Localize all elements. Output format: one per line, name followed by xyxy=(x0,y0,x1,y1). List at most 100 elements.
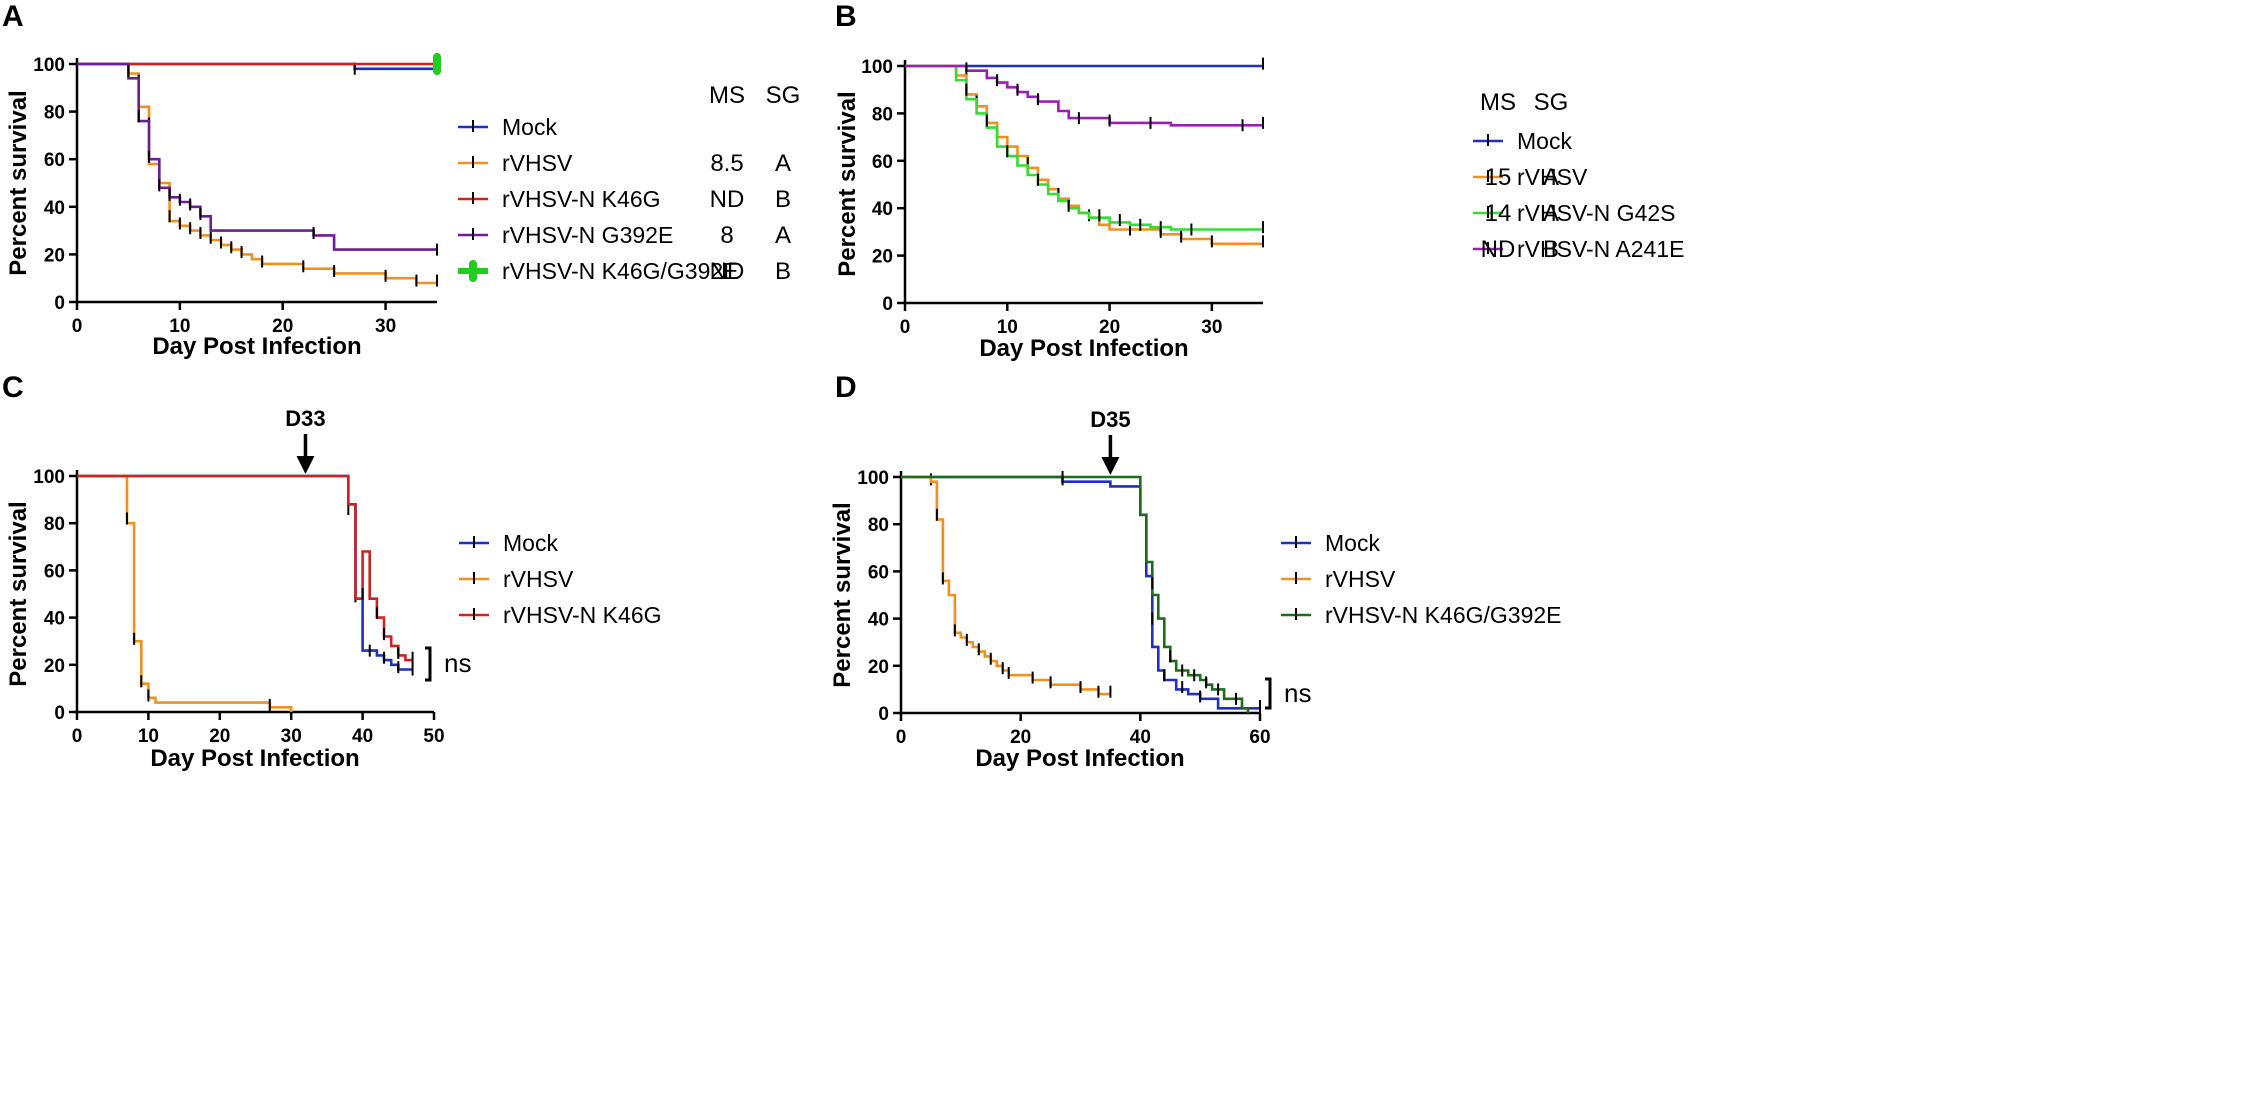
survival-curve xyxy=(77,62,437,251)
y-tick-label: 100 xyxy=(861,57,893,78)
x-tick-label: 60 xyxy=(1249,727,1270,748)
legend-label: rVHSV xyxy=(503,566,574,592)
x-tick-label: 0 xyxy=(72,316,83,337)
legend-label: rVHSV-N A241E xyxy=(1517,236,1684,262)
y-tick-label: 20 xyxy=(868,657,889,678)
legend-label: Mock xyxy=(1517,128,1572,154)
legend-label: rVHSV-N G42S xyxy=(1517,200,1676,226)
ms-value: 15 xyxy=(1485,164,1512,191)
legend-label: Mock xyxy=(503,530,558,556)
sg-value: B xyxy=(775,258,791,285)
y-tick-label: 80 xyxy=(868,515,889,536)
survival-curve xyxy=(901,475,1260,710)
legend-label: Mock xyxy=(1325,530,1380,556)
ms-value: ND xyxy=(1481,236,1516,263)
survival-curve xyxy=(77,62,437,285)
x-tick-label: 20 xyxy=(272,316,293,337)
x-axis-title: Day Post Infection xyxy=(979,335,1188,362)
y-tick-label: 0 xyxy=(882,294,893,315)
x-tick-label: 10 xyxy=(997,317,1018,338)
survival-curve xyxy=(901,475,1250,713)
x-tick-label: 30 xyxy=(375,316,396,337)
y-tick-label: 0 xyxy=(878,704,889,725)
legend-label: rVHSV-N K46G/G392E xyxy=(1325,602,1562,628)
y-tick-label: 80 xyxy=(872,104,893,125)
sg-header: SG xyxy=(1534,89,1569,116)
x-tick-label: 30 xyxy=(281,726,302,747)
ms-header: MS xyxy=(1480,89,1516,116)
x-tick-label: 0 xyxy=(72,726,83,747)
sg-value: A xyxy=(775,222,791,249)
x-tick-label: 10 xyxy=(169,316,190,337)
sg-value: A xyxy=(1543,200,1559,227)
panel-letter-b: B xyxy=(835,0,857,33)
y-axis-title: Percent survival xyxy=(5,501,32,686)
y-tick-label: 80 xyxy=(44,514,65,535)
x-tick-label: 20 xyxy=(1010,727,1031,748)
series-mock xyxy=(901,473,1261,712)
x-tick-label: 50 xyxy=(423,726,444,747)
series-mock xyxy=(905,57,1264,70)
y-tick-label: 0 xyxy=(54,293,65,314)
day-annotation-label: D33 xyxy=(285,406,325,431)
chart-panel-b: 0 20 40 60 80 100 0 10 20 30 Day Post Infection Per… xyxy=(834,57,1684,362)
y-axis-title: Percent survival xyxy=(5,90,32,275)
sg-value: A xyxy=(775,150,791,177)
sg-value: B xyxy=(775,186,791,213)
series-rvhsv xyxy=(901,475,1112,698)
legend: Mock rVHSV rVHSV-N K46G xyxy=(459,530,662,628)
annotation-arrow-head xyxy=(1101,457,1120,475)
y-axis-title: Percent survival xyxy=(834,91,861,276)
sg-value: A xyxy=(1543,164,1559,191)
survival-curve xyxy=(77,474,293,712)
y-tick-label: 40 xyxy=(44,198,65,219)
x-axis-title: Day Post Infection xyxy=(975,745,1184,772)
annotation-arrow-head xyxy=(296,456,315,474)
chart-panel-c: 0 20 40 60 80 100 0 10 20 30 40 50 Day Post Infectio… xyxy=(5,406,662,772)
day-annotation-label: D35 xyxy=(1090,407,1130,432)
series-rvhsv xyxy=(77,474,293,712)
series-rvhsv-n-a241e xyxy=(905,62,1264,132)
y-tick-label: 100 xyxy=(33,55,65,76)
x-axis-title: Day Post Infection xyxy=(152,333,361,360)
x-tick-label: 30 xyxy=(1201,317,1222,338)
legend-label: rVHSV-N K46G xyxy=(502,186,661,212)
chart-panel-a: 0 20 40 60 80 100 0 10 20 30 Day Post Infection Per… xyxy=(5,52,800,360)
y-tick-label: 20 xyxy=(44,656,65,677)
y-tick-label: 20 xyxy=(44,245,65,266)
ns-bracket xyxy=(425,646,432,682)
y-tick-label: 60 xyxy=(44,561,65,582)
sg-value: B xyxy=(1543,236,1559,263)
survival-curve xyxy=(901,475,1111,696)
legend-swatch-marker xyxy=(469,260,477,282)
ms-value: ND xyxy=(710,186,745,213)
legend: Mock rVHSV rVHSV-N K46G/G392E xyxy=(1281,530,1562,628)
series-rvhsv xyxy=(905,64,1264,248)
ms-value: 8.5 xyxy=(710,150,743,177)
x-tick-label: 20 xyxy=(209,726,230,747)
y-tick-label: 40 xyxy=(868,610,889,631)
series-rvhsv-n-k46g-g392e xyxy=(901,471,1261,717)
ms-value: 8 xyxy=(720,222,733,249)
legend-label: rVHSV xyxy=(502,150,573,176)
legend-label: rVHSV xyxy=(1325,566,1396,592)
ms-value: ND xyxy=(710,258,745,285)
series-rvhsv xyxy=(77,62,438,287)
y-tick-label: 60 xyxy=(868,562,889,583)
y-tick-label: 60 xyxy=(872,152,893,173)
legend-label: rVHSV-N K46G/G392E xyxy=(502,258,739,284)
survival-curve xyxy=(905,64,1263,231)
y-axis-title: Percent survival xyxy=(829,502,856,687)
x-tick-label: 0 xyxy=(896,727,907,748)
x-tick-label: 10 xyxy=(138,726,159,747)
panel-letter-c: C xyxy=(2,371,24,404)
ms-header: MS xyxy=(709,82,745,109)
y-tick-label: 40 xyxy=(872,199,893,220)
x-tick-label: 20 xyxy=(1099,317,1120,338)
y-tick-label: 100 xyxy=(33,467,65,488)
ns-label: ns xyxy=(1284,678,1311,708)
legend-label: rVHSV-N K46G xyxy=(503,602,662,628)
